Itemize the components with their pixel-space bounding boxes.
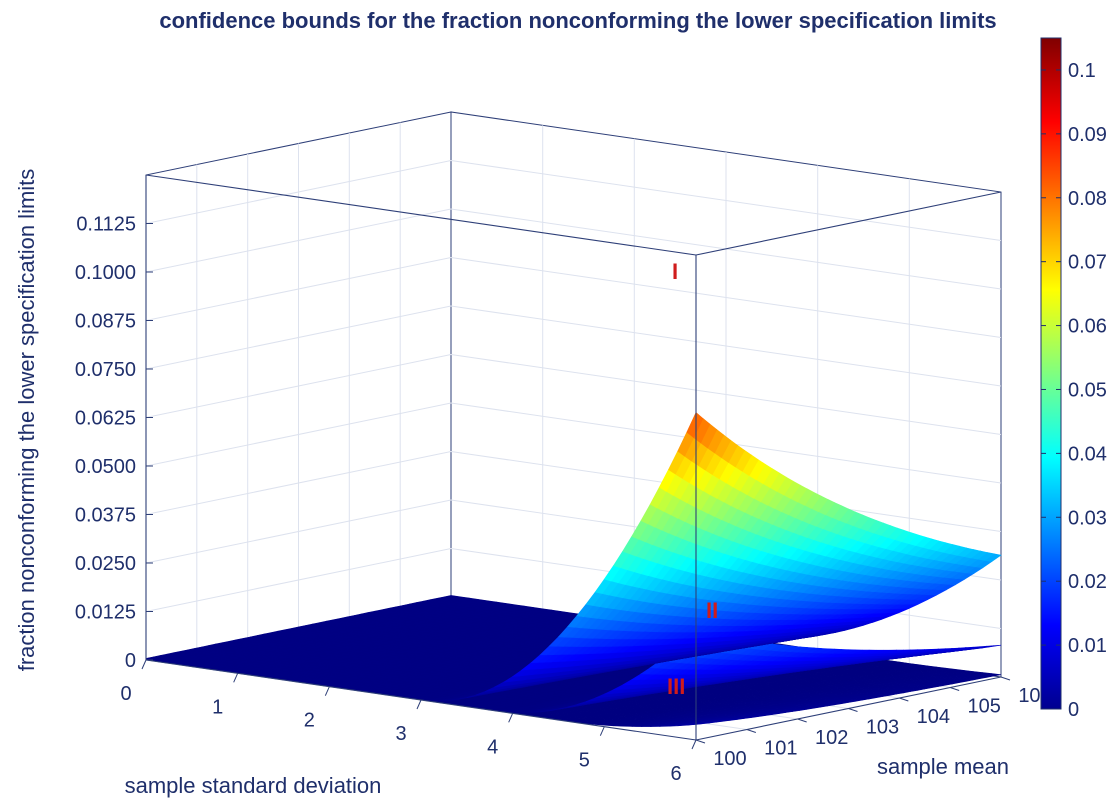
chart-title: confidence bounds for the fraction nonco… xyxy=(159,8,996,33)
surface-meshes xyxy=(145,412,1002,727)
surface-patch xyxy=(686,723,703,726)
